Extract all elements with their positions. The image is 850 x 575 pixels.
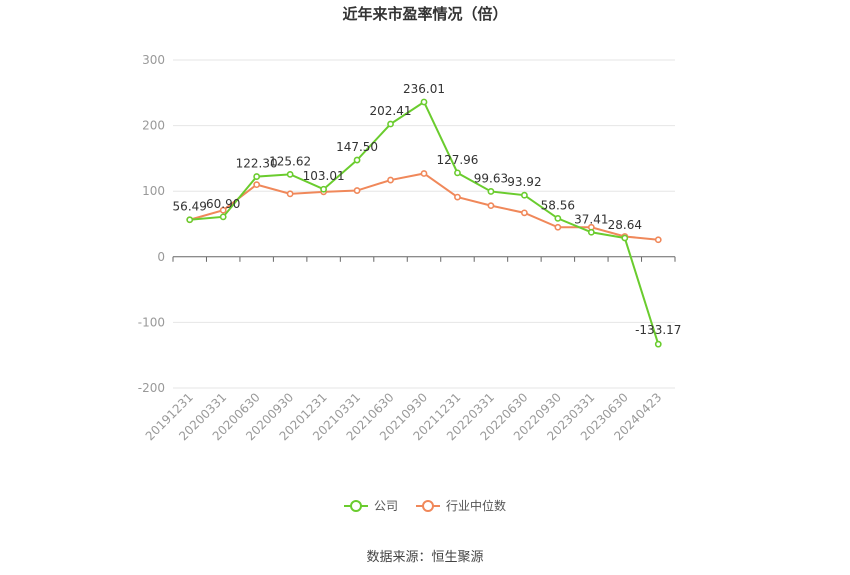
data-label: 60.90	[206, 197, 240, 211]
data-point	[420, 98, 428, 106]
series-lines	[186, 98, 662, 348]
data-point	[320, 185, 327, 193]
y-tick-label: -200	[138, 381, 165, 395]
data-label: 56.49	[173, 200, 207, 214]
data-point	[554, 214, 562, 222]
legend-label-industry-median: 行业中位数	[446, 499, 507, 513]
legend-item-company[interactable]: 公司	[343, 497, 398, 514]
data-label: 127.96	[436, 153, 478, 167]
data-point	[454, 169, 461, 177]
data-point	[521, 191, 528, 199]
data-point	[353, 187, 361, 194]
data-label: 125.62	[269, 154, 311, 168]
data-point	[186, 216, 194, 224]
data-point	[387, 176, 394, 184]
data-point	[219, 213, 227, 221]
legend: 公司 行业中位数	[0, 497, 850, 514]
y-tick-label: 0	[157, 250, 165, 264]
data-point	[286, 190, 294, 198]
data-point	[487, 188, 495, 195]
y-tick-label: -100	[138, 315, 165, 329]
data-point	[621, 234, 629, 242]
data-point	[253, 181, 261, 189]
data-point	[554, 223, 562, 231]
legend-label-company: 公司	[373, 499, 398, 513]
data-point	[387, 120, 394, 128]
data-label: 202.41	[370, 104, 412, 118]
data-point	[286, 170, 294, 178]
data-point	[587, 228, 595, 236]
data-point	[654, 236, 662, 244]
legend-item-industry-median[interactable]: 行业中位数	[416, 497, 506, 514]
grid-lines	[173, 59, 675, 389]
data-label: 37.41	[574, 212, 608, 226]
data-point	[353, 156, 361, 164]
y-tick-label: 200	[142, 119, 165, 133]
data-point	[454, 193, 461, 201]
data-point	[420, 170, 428, 177]
data-point	[219, 206, 227, 214]
legend-swatch-industry-median	[416, 499, 440, 512]
data-point	[521, 209, 528, 217]
data-point	[654, 340, 662, 348]
y-tick-label: 100	[142, 184, 165, 198]
data-source: 数据来源：恒生聚源	[366, 550, 484, 565]
data-label: 122.30	[236, 157, 278, 171]
data-label: 93.92	[507, 175, 541, 189]
data-label: 236.01	[403, 82, 445, 96]
data-label: 99.63	[474, 171, 508, 185]
data-label: 103.01	[303, 169, 345, 183]
data-label: 58.56	[541, 198, 575, 212]
chart-title: 近年来市盈率情况（倍）	[342, 5, 508, 23]
legend-swatch-company	[343, 499, 368, 512]
data-label: 28.64	[608, 218, 642, 232]
line-chart: 3002001000-100-2002019123120200331202006…	[138, 53, 682, 443]
data-label: -133.17	[635, 323, 681, 337]
data-point	[487, 202, 495, 210]
data-label: 147.50	[336, 140, 378, 154]
data-point	[253, 173, 261, 180]
y-tick-label: 300	[142, 53, 165, 67]
